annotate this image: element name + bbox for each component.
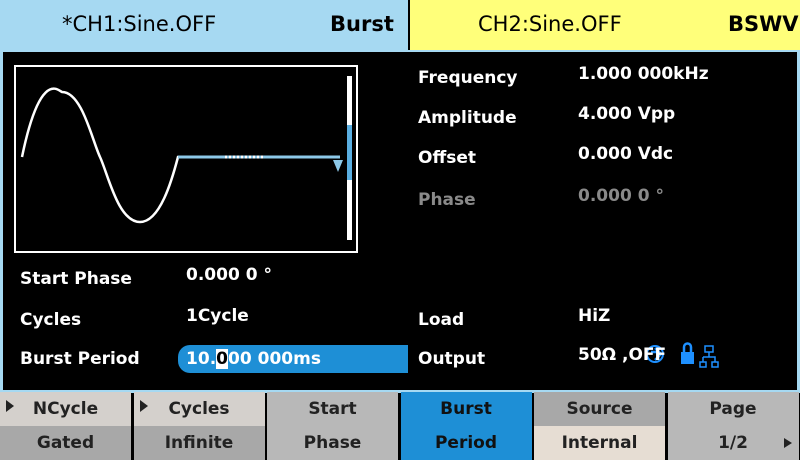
burst-label[interactable]: Cycles: [20, 310, 82, 330]
param-label[interactable]: Frequency: [418, 68, 518, 88]
menu-text: Internal: [534, 426, 665, 460]
menu-text: Infinite: [133, 426, 265, 460]
burst-label[interactable]: Start Phase: [20, 269, 132, 289]
trigger-marker: [333, 160, 343, 172]
output-value[interactable]: 50Ω ,OFF: [578, 345, 667, 365]
menu-text: Cycles: [133, 392, 265, 427]
ch1-tab[interactable]: *CH1:Sine.OFF Burst: [0, 0, 408, 52]
menu-text: NCycle: [0, 392, 131, 427]
waveform-frame: [14, 65, 358, 253]
param-value[interactable]: 1.000 000kHz: [578, 64, 709, 84]
page-arrow[interactable]: [783, 438, 792, 448]
sine-wave: [20, 87, 340, 224]
param-label[interactable]: Amplitude: [418, 108, 517, 128]
param-value[interactable]: 4.000 Vpp: [578, 104, 676, 124]
menu-button[interactable]: Cycles Infinite: [133, 392, 265, 460]
output-icon: [651, 347, 663, 361]
scroll-thumb: [347, 125, 352, 180]
output-label[interactable]: Load: [418, 310, 465, 330]
menu-text: 1/2: [667, 426, 799, 460]
burst-label[interactable]: Burst Period: [20, 349, 140, 369]
menu-text: Gated: [0, 426, 131, 460]
waveform-view: [14, 65, 719, 368]
menu-arrow: [6, 400, 14, 412]
tab-channel: *CH1:Sine.OFF: [62, 12, 217, 36]
menu-button[interactable]: Source Internal: [534, 392, 665, 460]
lock-icon: [681, 352, 694, 364]
menu-text: Period: [434, 433, 498, 453]
output-label[interactable]: Output: [418, 349, 486, 369]
menu-text: Phase: [267, 426, 398, 460]
menu-text: Page: [667, 392, 799, 426]
param-label[interactable]: Phase: [418, 190, 476, 210]
param-value[interactable]: 0.000 Vdc: [578, 144, 674, 164]
burst-value[interactable]: 1Cycle: [186, 306, 249, 326]
burst-value[interactable]: 0.000 0 °: [186, 265, 272, 285]
menu-button[interactable]: Burst Period: [400, 392, 532, 460]
menu-button[interactable]: Page 1/2: [667, 392, 799, 460]
menu-text: Source: [534, 392, 665, 427]
ch2-tab[interactable]: CH2:Sine.OFF BSWV: [410, 0, 800, 52]
network-icon: [699, 345, 719, 368]
tab-mode: BSWV: [728, 12, 799, 36]
param-value[interactable]: 0.000 0 °: [578, 186, 664, 206]
burst-value: 10.000 000ms: [186, 349, 321, 369]
menu-button[interactable]: NCycle Gated: [0, 392, 131, 460]
menu-button[interactable]: Start Phase: [267, 392, 398, 460]
output-value[interactable]: HiZ: [578, 306, 611, 326]
menu-arrow: [139, 400, 148, 412]
burst-value-field[interactable]: 10.000 000ms: [178, 345, 408, 373]
tab-channel: CH2:Sine.OFF: [478, 12, 622, 36]
menu-text: Start: [267, 392, 398, 426]
menu-text: Burst: [440, 399, 492, 419]
param-label[interactable]: Offset: [418, 148, 476, 168]
main-panel: [0, 50, 800, 393]
tab-mode: Burst: [330, 12, 394, 36]
